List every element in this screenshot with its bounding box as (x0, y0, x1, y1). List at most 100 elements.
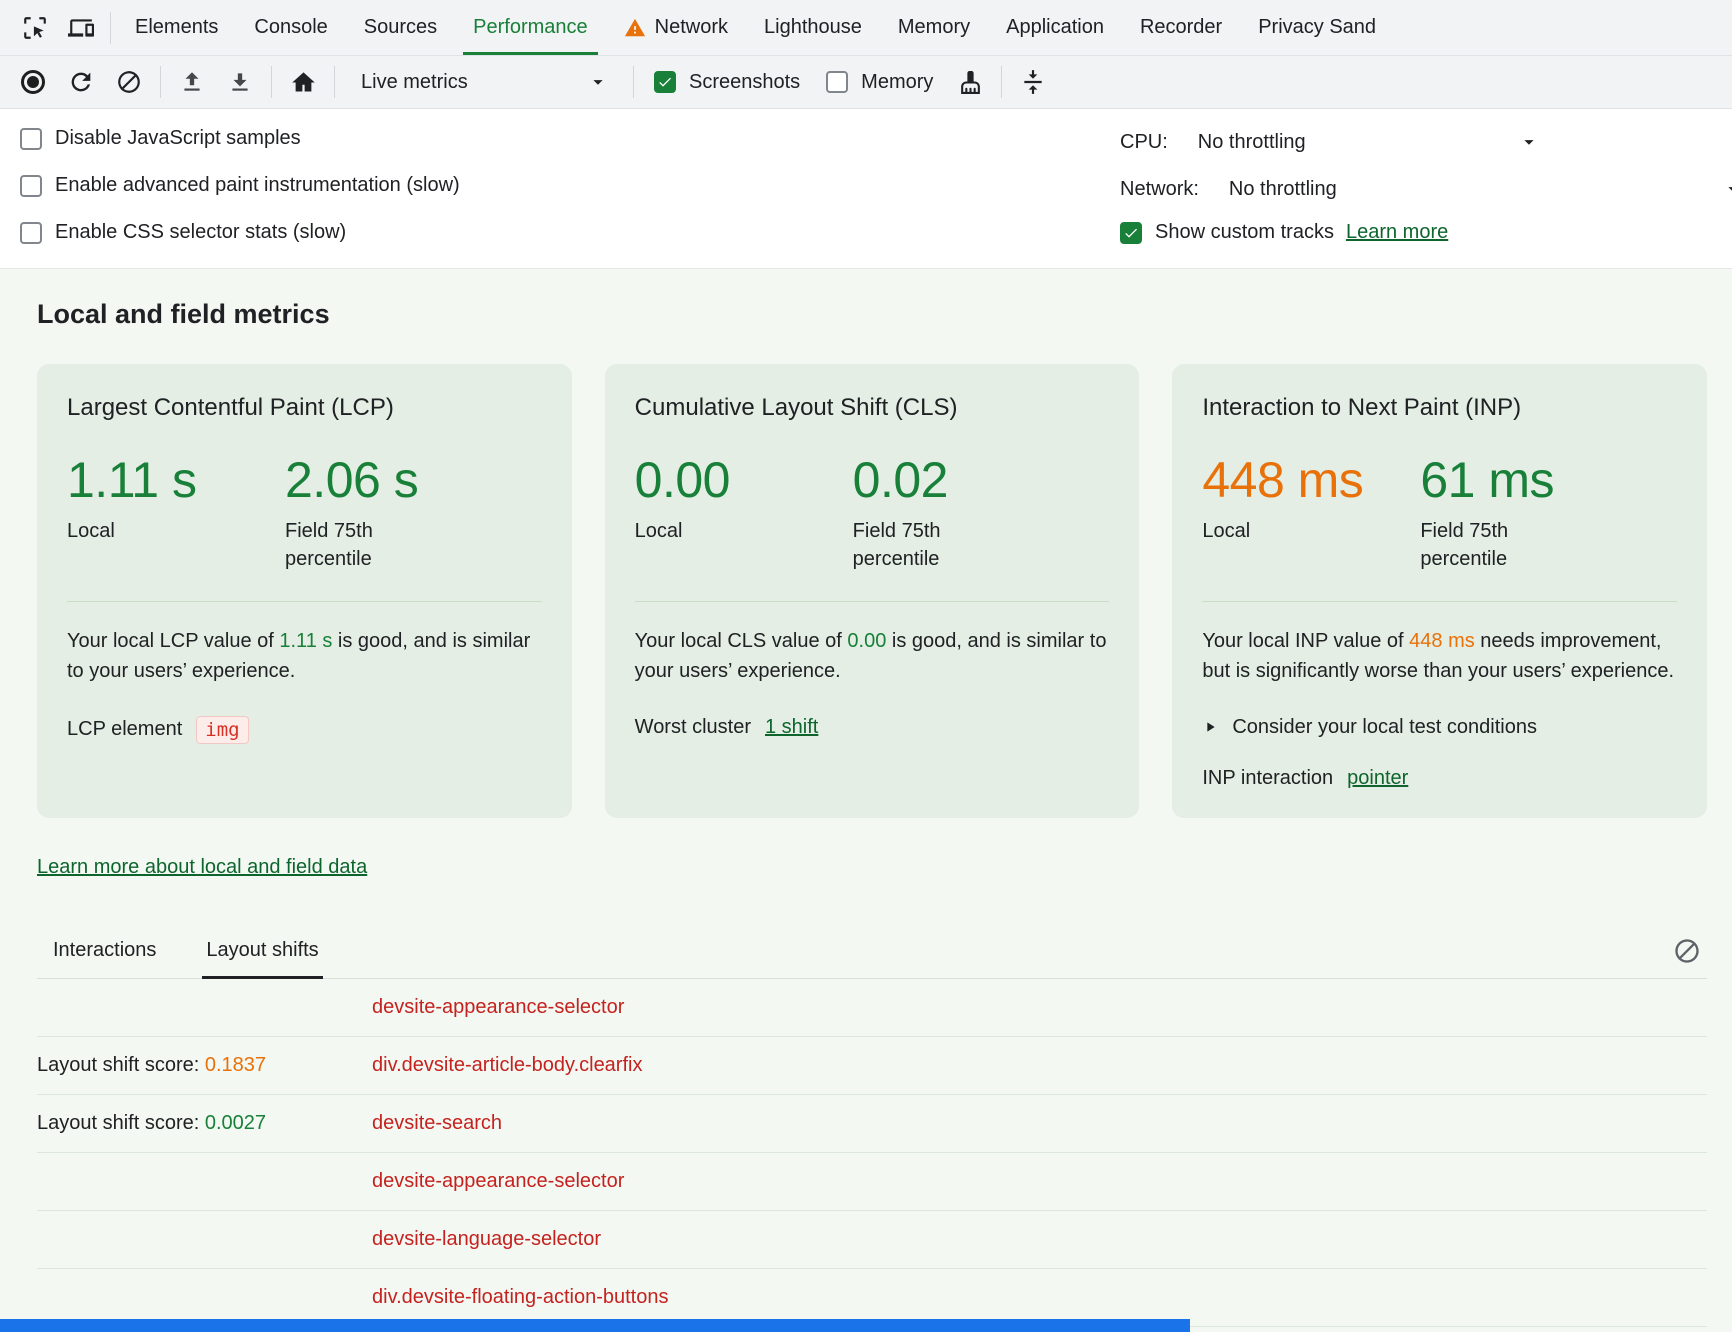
layout-shift-rows: devsite-appearance-selector Layout shift… (37, 979, 1707, 1327)
tab-recorder[interactable]: Recorder (1122, 0, 1240, 55)
separator (334, 66, 335, 98)
card-title: Largest Contentful Paint (LCP) (67, 394, 542, 422)
lcp-description: Your local LCP value of 1.11 s is good, … (67, 626, 542, 686)
worst-cluster-label: Worst cluster (635, 716, 751, 739)
custom-tracks-learn-more-link[interactable]: Learn more (1346, 221, 1448, 244)
horizontal-scrollbar-thumb[interactable] (0, 1319, 1190, 1332)
cpu-throttling-select[interactable]: CPU: No throttling (1120, 127, 1540, 157)
local-test-conditions-expander[interactable]: Consider your local test conditions (1202, 716, 1677, 739)
node-link[interactable]: devsite-language-selector (372, 1228, 601, 1251)
layout-shift-row: devsite-language-selector (37, 1211, 1707, 1269)
clear-icon[interactable] (106, 60, 152, 104)
node-link[interactable]: devsite-appearance-selector (372, 1170, 624, 1193)
capture-settings-pane: Disable JavaScript samples Enable advanc… (0, 109, 1732, 269)
field-data-learn-more-link[interactable]: Learn more about local and field data (37, 856, 367, 878)
throttling-settings: CPU: No throttling Network: No throttlin… (1120, 123, 1732, 244)
css-selector-stats-checkbox[interactable]: Enable CSS selector stats (slow) (20, 221, 1120, 244)
tab-sources[interactable]: Sources (346, 0, 455, 55)
divider (635, 601, 1110, 602)
show-custom-tracks-checkbox[interactable]: Show custom tracks (1120, 221, 1334, 244)
inp-local-value: 448 ms (1202, 454, 1420, 507)
node-link[interactable]: devsite-search (372, 1112, 502, 1135)
tab-interactions[interactable]: Interactions (51, 931, 158, 978)
inp-description: Your local INP value of 448 ms needs imp… (1202, 626, 1677, 686)
inp-interaction-label: INP interaction (1202, 767, 1333, 790)
network-throttling-select[interactable]: Network: No throttling (1120, 174, 1732, 204)
divider (1202, 601, 1677, 602)
record-icon[interactable] (10, 60, 56, 104)
separator (633, 66, 634, 98)
collect-garbage-icon[interactable] (947, 60, 993, 104)
devtools-tabbar: Elements Console Sources Performance Net… (0, 0, 1732, 56)
node-link[interactable]: div.devsite-article-body.clearfix (372, 1054, 642, 1077)
lcp-card: Largest Contentful Paint (LCP) 1.11 s Lo… (37, 364, 572, 818)
triangle-right-icon (1202, 719, 1218, 735)
tab-network[interactable]: Network (606, 0, 746, 55)
clear-log-icon[interactable] (1673, 937, 1701, 971)
separator (271, 66, 272, 98)
warning-icon (624, 17, 646, 39)
lcp-field-value: 2.06 s (285, 454, 418, 507)
inp-interaction-link[interactable]: pointer (1347, 767, 1408, 790)
advanced-paint-instrumentation-checkbox[interactable]: Enable advanced paint instrumentation (s… (20, 174, 1120, 197)
cls-field-value: 0.02 (853, 454, 985, 507)
screenshots-checkbox[interactable]: Screenshots (654, 71, 800, 94)
chevron-down-icon (1722, 178, 1732, 200)
checkbox-checked-icon (654, 71, 676, 93)
lcp-element-label: LCP element (67, 718, 182, 741)
save-profile-icon[interactable] (217, 60, 263, 104)
capture-settings-icon[interactable] (1010, 60, 1056, 104)
timeline-mode-select[interactable]: Live metrics (347, 62, 621, 102)
checkbox-checked-icon (1120, 222, 1142, 244)
load-profile-icon[interactable] (169, 60, 215, 104)
checkbox-unchecked-icon (826, 71, 848, 93)
node-link[interactable]: devsite-appearance-selector (372, 996, 624, 1019)
live-metrics-log: Interactions Layout shifts devsite-appea… (37, 931, 1707, 1327)
separator (110, 12, 111, 44)
cls-local-value: 0.00 (635, 454, 853, 507)
performance-toolbar: Live metrics Screenshots Memory (0, 56, 1732, 109)
node-link[interactable]: div.devsite-floating-action-buttons (372, 1286, 668, 1309)
checkbox-unchecked-icon (20, 128, 42, 150)
cls-card: Cumulative Layout Shift (CLS) 0.00 Local… (605, 364, 1140, 818)
lcp-element-node-link[interactable]: img (196, 716, 248, 744)
lcp-local-value: 1.11 s (67, 454, 285, 507)
metrics-heading: Local and field metrics (37, 299, 1707, 330)
worst-cluster-link[interactable]: 1 shift (765, 716, 818, 739)
cls-description: Your local CLS value of 0.00 is good, an… (635, 626, 1110, 686)
live-metrics-view: Local and field metrics Largest Contentf… (0, 269, 1732, 1332)
separator (1001, 66, 1002, 98)
chevron-down-icon (587, 71, 609, 93)
memory-checkbox[interactable]: Memory (826, 71, 933, 94)
divider (67, 601, 542, 602)
layout-shift-row: devsite-appearance-selector (37, 1153, 1707, 1211)
chevron-down-icon (1518, 131, 1540, 153)
tab-privacy-sandbox[interactable]: Privacy Sand (1240, 0, 1394, 55)
tab-console[interactable]: Console (236, 0, 345, 55)
inspect-icon[interactable] (12, 6, 58, 50)
layout-shift-row: Layout shift score: 0.0027 devsite-searc… (37, 1095, 1707, 1153)
tab-layout-shifts[interactable]: Layout shifts (204, 931, 320, 978)
inp-card: Interaction to Next Paint (INP) 448 ms L… (1172, 364, 1707, 818)
inp-field-value: 61 ms (1420, 454, 1554, 507)
reload-record-icon[interactable] (58, 60, 104, 104)
metric-cards: Largest Contentful Paint (LCP) 1.11 s Lo… (37, 364, 1707, 818)
tab-lighthouse[interactable]: Lighthouse (746, 0, 880, 55)
layout-shift-row: div.devsite-floating-action-buttons (37, 1269, 1707, 1327)
log-tabs: Interactions Layout shifts (37, 931, 1707, 979)
tab-application[interactable]: Application (988, 0, 1122, 55)
tab-performance[interactable]: Performance (455, 0, 606, 55)
checkbox-unchecked-icon (20, 222, 42, 244)
home-icon[interactable] (280, 60, 326, 104)
card-title: Cumulative Layout Shift (CLS) (635, 394, 1110, 422)
tab-elements[interactable]: Elements (117, 0, 236, 55)
disable-js-samples-checkbox[interactable]: Disable JavaScript samples (20, 127, 1120, 150)
layout-shift-row: Layout shift score: 0.1837 div.devsite-a… (37, 1037, 1707, 1095)
separator (160, 66, 161, 98)
capture-settings-checkboxes: Disable JavaScript samples Enable advanc… (20, 123, 1120, 244)
device-toolbar-icon[interactable] (58, 6, 104, 50)
card-title: Interaction to Next Paint (INP) (1202, 394, 1677, 422)
layout-shift-row: devsite-appearance-selector (37, 979, 1707, 1037)
checkbox-unchecked-icon (20, 175, 42, 197)
tab-memory[interactable]: Memory (880, 0, 988, 55)
